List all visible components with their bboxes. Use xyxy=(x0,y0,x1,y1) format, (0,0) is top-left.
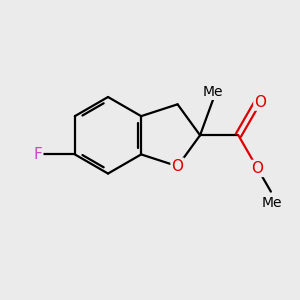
Text: F: F xyxy=(34,147,42,162)
Text: O: O xyxy=(251,161,263,176)
Text: O: O xyxy=(172,159,184,174)
Text: O: O xyxy=(254,94,266,110)
Text: Me: Me xyxy=(262,196,283,210)
Text: Me: Me xyxy=(203,85,224,99)
